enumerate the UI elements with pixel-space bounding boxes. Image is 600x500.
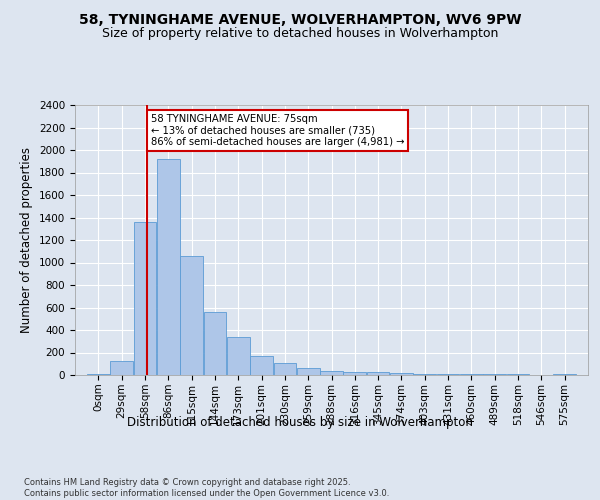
Bar <box>553 374 576 375</box>
Bar <box>180 256 203 375</box>
Bar <box>367 372 389 375</box>
Bar <box>110 361 133 375</box>
Bar <box>390 373 413 375</box>
Text: Contains HM Land Registry data © Crown copyright and database right 2025.
Contai: Contains HM Land Registry data © Crown c… <box>24 478 389 498</box>
Bar <box>87 374 110 375</box>
Text: Distribution of detached houses by size in Wolverhampton: Distribution of detached houses by size … <box>127 416 473 429</box>
Y-axis label: Number of detached properties: Number of detached properties <box>20 147 34 333</box>
Bar <box>203 312 226 375</box>
Text: 58, TYNINGHAME AVENUE, WOLVERHAMPTON, WV6 9PW: 58, TYNINGHAME AVENUE, WOLVERHAMPTON, WV… <box>79 12 521 26</box>
Text: Size of property relative to detached houses in Wolverhampton: Size of property relative to detached ho… <box>102 28 498 40</box>
Bar <box>437 374 460 375</box>
Bar <box>250 356 273 375</box>
Bar <box>297 368 320 375</box>
Bar <box>413 374 436 375</box>
Bar <box>343 372 366 375</box>
Bar <box>134 222 156 375</box>
Bar <box>157 159 179 375</box>
Bar <box>507 374 529 375</box>
Bar <box>227 338 250 375</box>
Bar <box>320 371 343 375</box>
Bar <box>274 362 296 375</box>
Text: 58 TYNINGHAME AVENUE: 75sqm
← 13% of detached houses are smaller (735)
86% of se: 58 TYNINGHAME AVENUE: 75sqm ← 13% of det… <box>151 114 404 147</box>
Bar <box>484 374 506 375</box>
Bar <box>460 374 483 375</box>
